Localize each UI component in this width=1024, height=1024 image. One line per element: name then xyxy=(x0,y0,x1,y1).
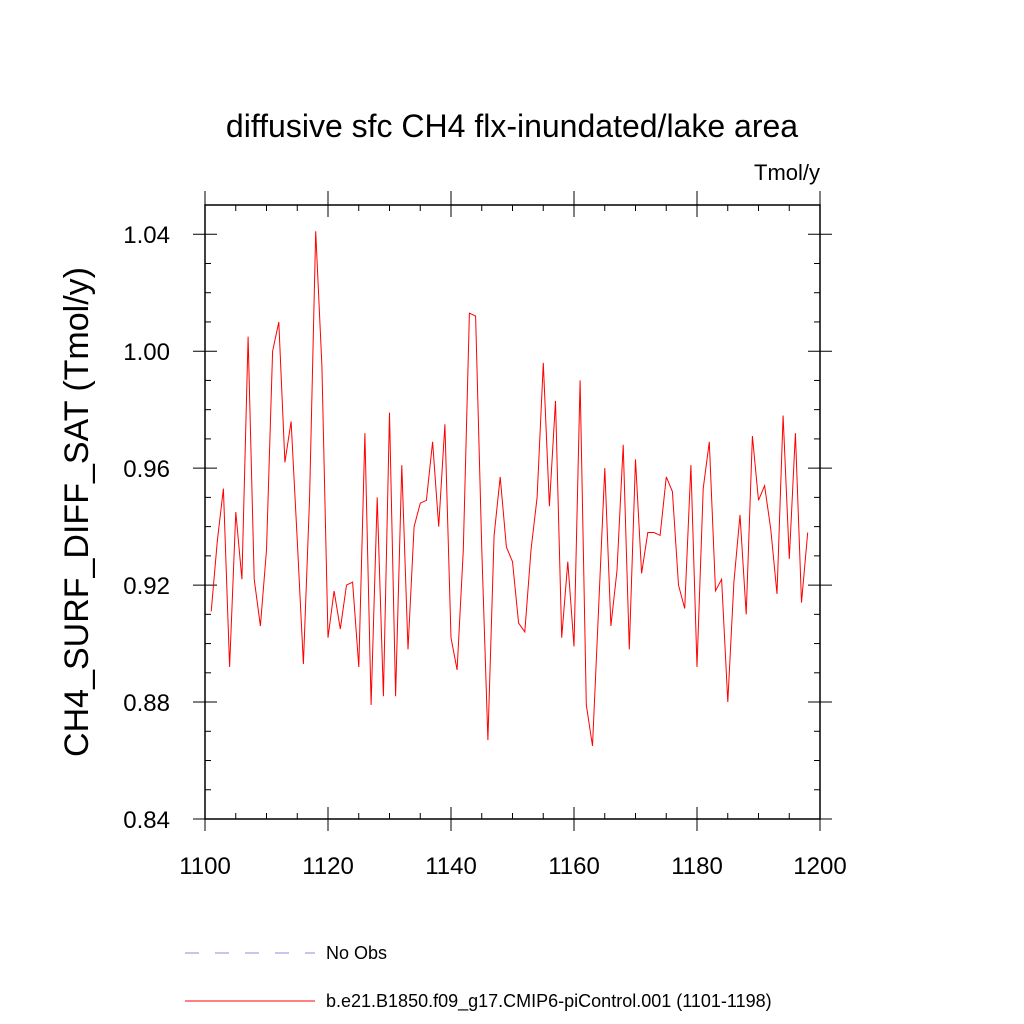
x-tick-label: 1180 xyxy=(671,853,723,880)
axis-tick-labels: 1100 1120 1140 1160 1180 1200 0.84 0.88 0.92 0.96… xyxy=(123,222,846,880)
y-axis-label: CH4_SURF_DIFF_SAT (Tmol/y) xyxy=(58,267,96,757)
y-tick-label: 0.88 xyxy=(123,690,170,717)
chart-title: diffusive sfc CH4 flx-inundated/lake are… xyxy=(226,108,798,144)
x-tick-label: 1120 xyxy=(302,853,354,880)
legend-label-model: b.e21.B1850.f09_g17.CMIP6-piControl.001 … xyxy=(326,991,772,1012)
plot-frame xyxy=(204,204,821,820)
y-tick-label: 0.84 xyxy=(123,807,170,834)
legend-label-no-obs: No Obs xyxy=(326,943,387,963)
y-tick-label: 0.96 xyxy=(123,456,170,483)
y-tick-label: 1.00 xyxy=(123,339,170,366)
units-label: Tmol/y xyxy=(754,160,820,185)
x-tick-label: 1200 xyxy=(793,853,846,880)
series-line xyxy=(210,231,809,746)
axis-ticks xyxy=(193,191,832,831)
series-layer xyxy=(210,231,809,746)
y-tick-label: 0.92 xyxy=(123,573,170,600)
x-tick-label: 1100 xyxy=(179,853,231,880)
x-tick-label: 1160 xyxy=(548,853,600,880)
y-tick-label: 1.04 xyxy=(123,222,170,249)
legend: No Obs b.e21.B1850.f09_g17.CMIP6-piContr… xyxy=(185,943,772,1012)
x-tick-label: 1140 xyxy=(425,853,477,880)
